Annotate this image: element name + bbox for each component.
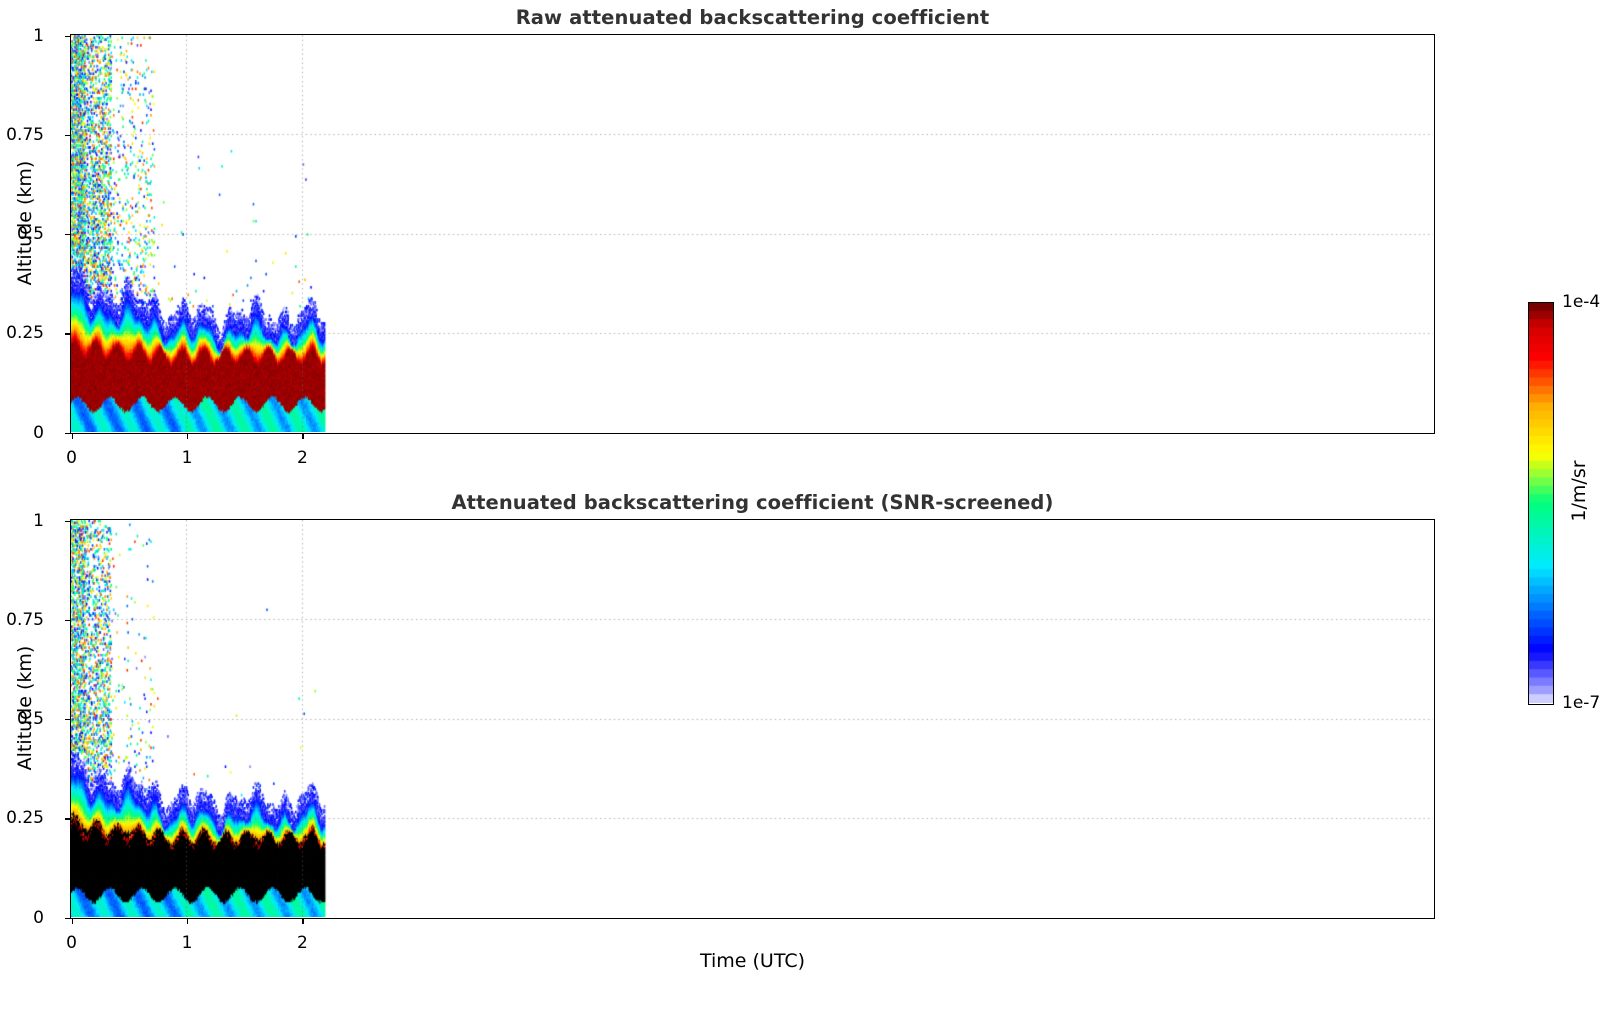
y-tick-label: 0 (33, 422, 44, 443)
panel-title-top: Raw attenuated backscattering coefficien… (515, 6, 990, 29)
x-tick-mark (71, 919, 73, 925)
colorbar (1528, 302, 1554, 705)
y-tick-mark (65, 917, 70, 919)
colorbar-tick-max: 1e-4 (1562, 292, 1601, 312)
y-axis-label-bottom: Altitude (km) (14, 645, 36, 771)
panel-title-screened: Attenuated backscattering coefficient (S… (451, 491, 1054, 514)
x-tick-label: 0 (66, 933, 78, 953)
y-tick-mark (65, 520, 70, 522)
x-tick-mark (187, 919, 189, 925)
x-tick-label: 1 (181, 933, 193, 953)
y-tick-mark (65, 234, 70, 236)
colorbar-tick-min: 1e-7 (1562, 693, 1601, 713)
y-tick-label: 0.75 (6, 609, 44, 630)
x-tick-label: 1 (181, 448, 193, 468)
y-tick-mark (65, 333, 70, 335)
y-tick-label: 0.5 (16, 224, 44, 245)
heatmap-canvas-screened (71, 520, 1433, 917)
heatmap-panel-screened (70, 519, 1435, 919)
heatmap-panel-raw (70, 34, 1435, 434)
y-tick-label: 0.25 (6, 808, 44, 829)
y-tick-mark (65, 818, 70, 820)
y-tick-label: 1 (33, 510, 44, 531)
x-tick-mark (71, 434, 73, 440)
y-tick-mark (65, 619, 70, 622)
x-tick-label: 0 (66, 448, 78, 468)
y-tick-mark (65, 719, 70, 721)
y-tick-label: 0.5 (16, 709, 44, 730)
y-axis-ticks-bottom: 0 0.25 0.5 0.75 1 (0, 511, 58, 928)
colorbar-label: 1/m/sr (1568, 460, 1590, 522)
y-tick-label: 0.75 (6, 124, 44, 145)
colorbar-canvas (1529, 303, 1553, 703)
heatmap-canvas-raw (71, 35, 1433, 432)
x-axis-ticks-bottom: 0 1 2 (66, 926, 1435, 953)
y-tick-mark (65, 134, 70, 137)
x-tick-mark (302, 434, 304, 440)
y-axis-ticks-top: 0 0.25 0.5 0.75 1 (0, 26, 58, 443)
y-tick-mark (65, 35, 70, 37)
y-tick-mark (65, 432, 70, 434)
y-axis-label-top: Altitude (km) (14, 160, 36, 286)
x-tick-mark (187, 434, 189, 440)
x-tick-mark (302, 919, 304, 925)
x-axis-label: Time (UTC) (699, 950, 806, 972)
y-tick-label: 0.25 (6, 323, 44, 344)
x-axis-ticks-top: 0 1 2 (66, 441, 1435, 468)
x-tick-label: 2 (297, 448, 308, 468)
y-tick-label: 1 (33, 25, 44, 46)
y-tick-label: 0 (33, 907, 44, 928)
x-tick-label: 2 (297, 933, 308, 953)
